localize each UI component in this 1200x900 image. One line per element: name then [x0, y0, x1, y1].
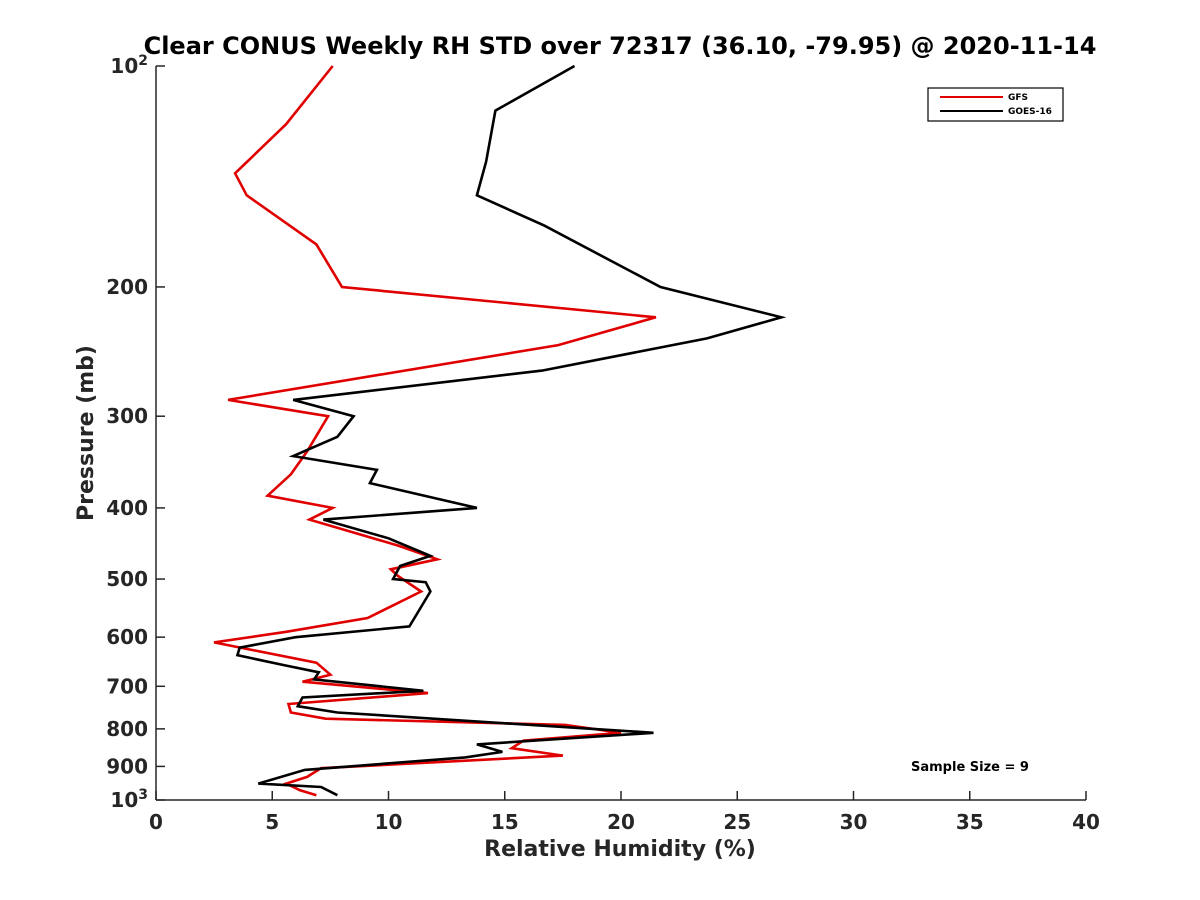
y-tick-label: 102	[110, 53, 148, 78]
series-line-goes-16	[235, 64, 787, 797]
x-axis-label: Relative Humidity (%)	[484, 837, 756, 862]
x-tick-label: 5	[265, 810, 279, 834]
legend-label-goes-16: GOES-16	[1008, 107, 1052, 117]
x-tick-label: 20	[607, 810, 635, 834]
x-tick-label: 0	[149, 810, 163, 834]
x-tick-label: 40	[1072, 810, 1100, 834]
y-ticks: 102 200 300 400 500 600 700 800 900 103	[106, 53, 165, 812]
series-lines	[213, 64, 787, 797]
x-tick-label: 30	[840, 810, 868, 834]
plot-area: 0 5 10 15 20 25 30 35 40 102 200 300 400 500 600 700 80…	[106, 53, 1100, 834]
y-tick-label: 500	[106, 567, 148, 591]
y-tick-label: 300	[106, 404, 148, 428]
y-tick-label: 900	[106, 754, 148, 778]
series-line-gfs	[213, 65, 657, 797]
legend-box	[927, 87, 1064, 122]
y-tick-label: 400	[106, 496, 148, 520]
y-tick-label: 600	[106, 625, 148, 649]
y-tick-label: 800	[106, 717, 148, 741]
x-ticks: 0 5 10 15 20 25 30 35 40	[149, 791, 1100, 834]
x-tick-label: 35	[956, 810, 984, 834]
y-tick-label: 700	[106, 674, 148, 698]
x-tick-label: 15	[491, 810, 519, 834]
y-axis-label: Pressure (mb)	[74, 345, 99, 521]
legend-label-gfs: GFS	[1008, 93, 1028, 103]
legend: GFS GOES-16	[927, 87, 1064, 122]
y-tick-label: 103	[110, 787, 148, 812]
sample-size-annotation: Sample Size = 9	[911, 760, 1029, 775]
x-tick-label: 25	[723, 810, 751, 834]
y-tick-label: 200	[106, 275, 148, 299]
x-tick-label: 10	[375, 810, 403, 834]
chart-title: Clear CONUS Weekly RH STD over 72317 (36…	[144, 32, 1097, 60]
